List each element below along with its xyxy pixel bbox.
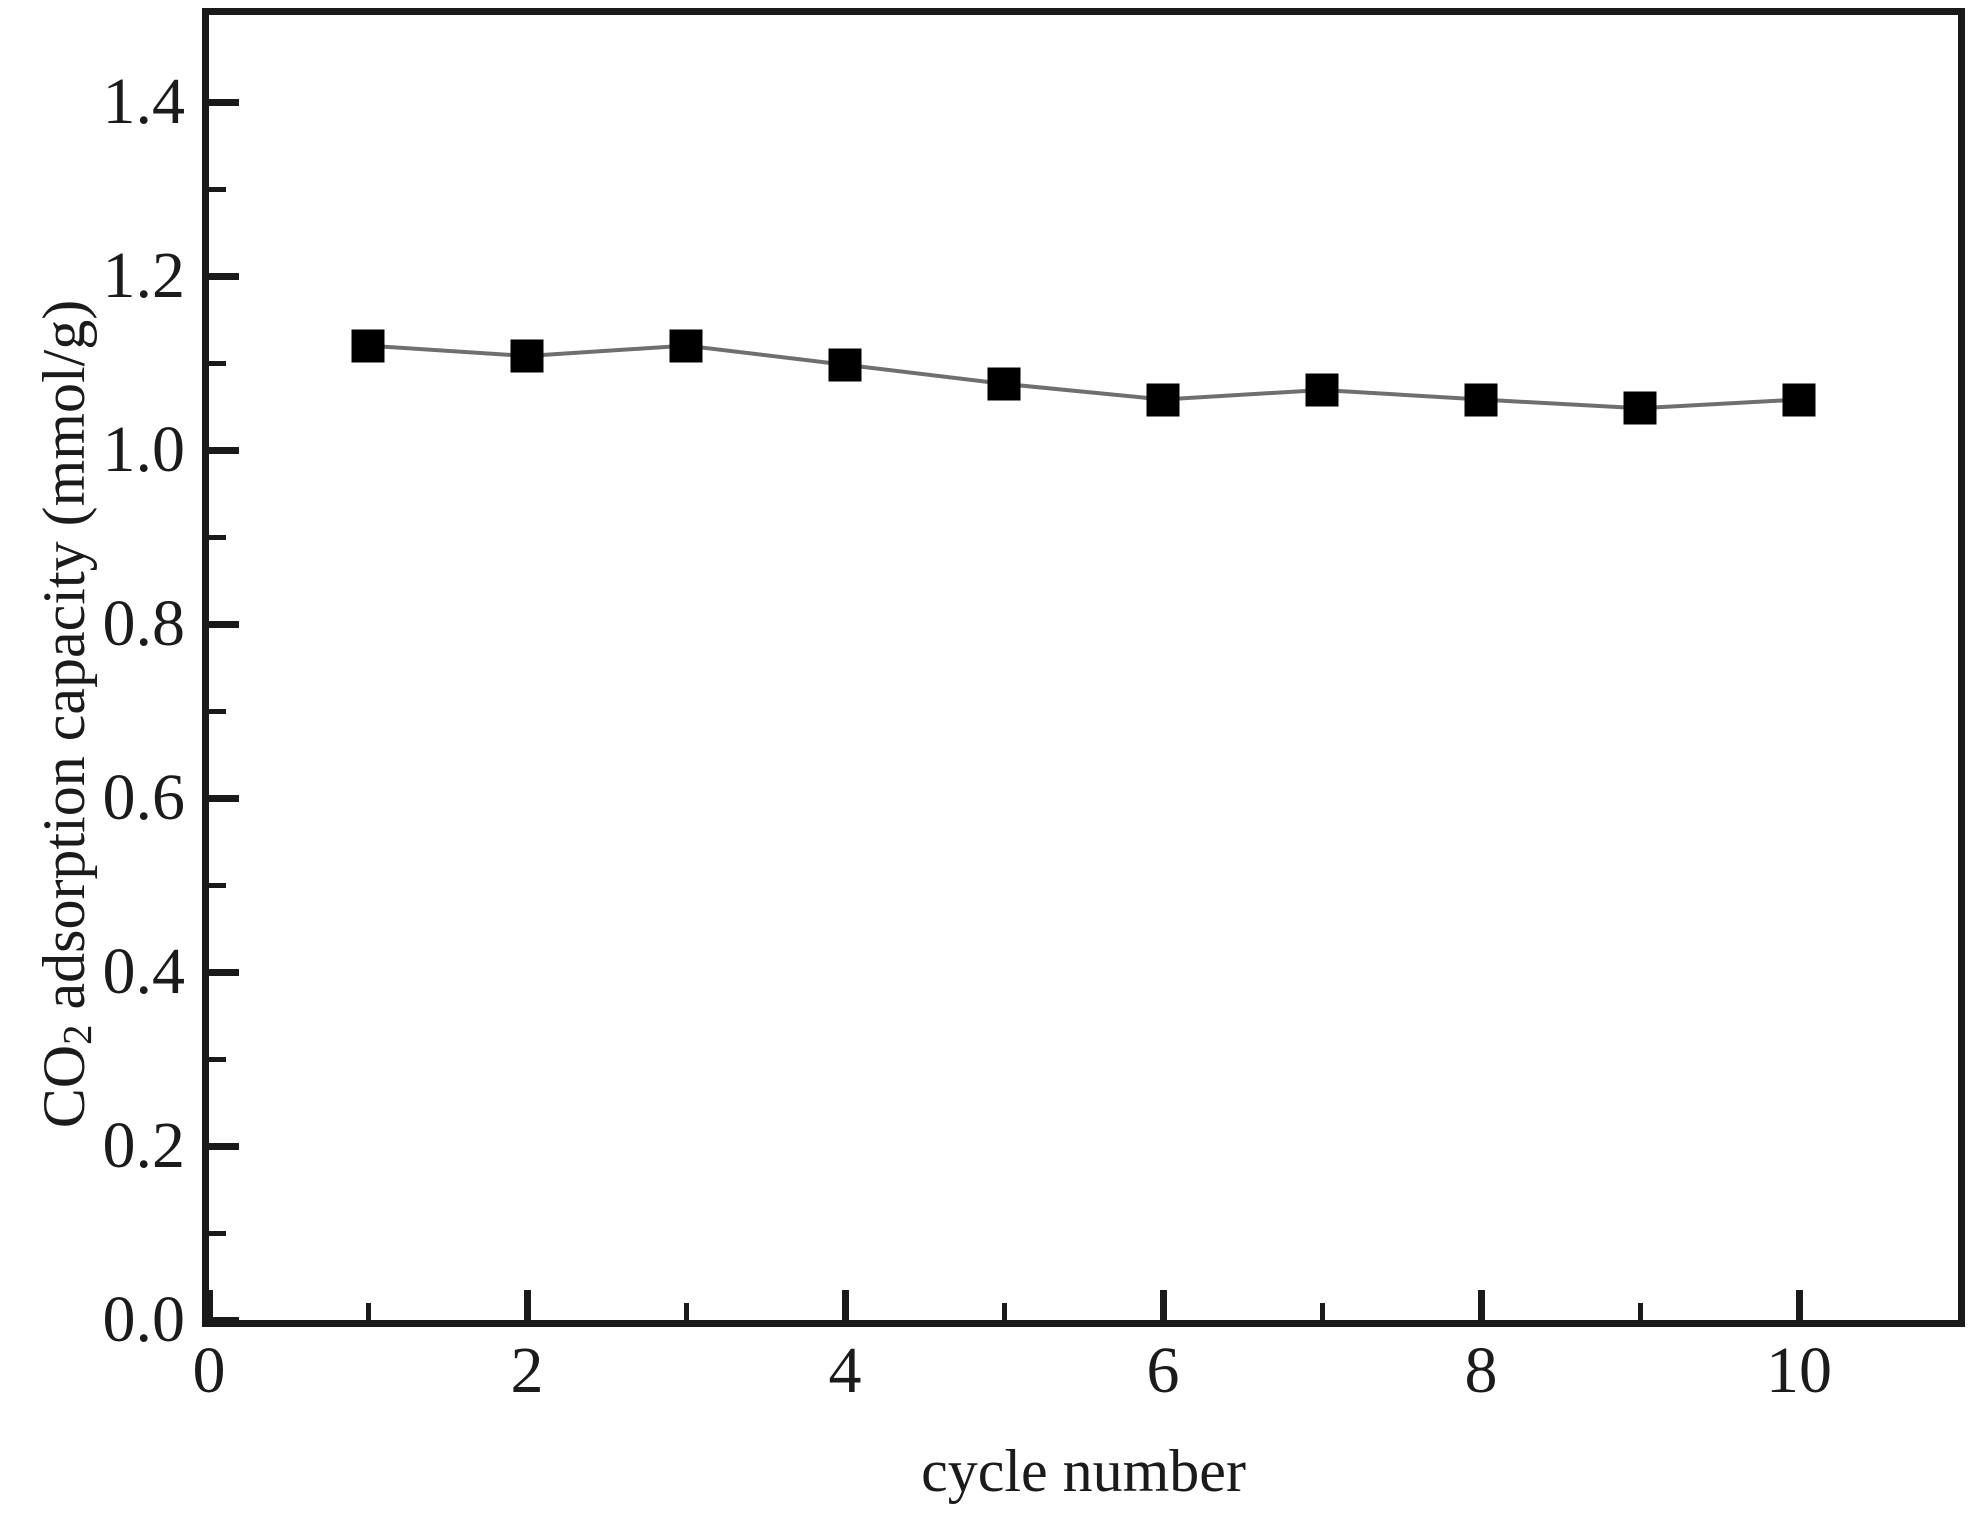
y-minor-tick (209, 882, 226, 888)
y-minor-tick (209, 708, 226, 714)
plot-area (202, 8, 1965, 1327)
data-point-marker (510, 339, 544, 373)
y-tick-label: 0.2 (102, 1109, 186, 1182)
y-tick-label: 0.4 (102, 935, 186, 1008)
data-point-marker (1782, 383, 1816, 417)
x-major-tick (1795, 1290, 1803, 1320)
data-point-marker (1623, 391, 1657, 425)
x-tick-label: 4 (828, 1334, 862, 1407)
y-tick-label: 0.0 (102, 1283, 186, 1356)
data-point-marker (1305, 373, 1339, 407)
x-major-tick (205, 1290, 213, 1320)
y-minor-tick (209, 186, 226, 192)
y-tick-label: 0.6 (102, 761, 186, 834)
x-minor-tick (683, 1303, 689, 1320)
x-tick-labels: 0 2 4 6 8 10 (193, 1334, 1958, 1418)
y-minor-tick (209, 360, 226, 366)
data-point-marker (1464, 383, 1498, 417)
y-tick-label: 1.0 (102, 413, 186, 486)
data-point-marker (669, 329, 703, 363)
x-major-tick (841, 1290, 849, 1320)
y-major-tick (209, 968, 239, 976)
y-major-tick (209, 272, 239, 280)
x-tick-label: 6 (1146, 1334, 1180, 1407)
y-major-tick (209, 620, 239, 628)
data-point-marker (1146, 383, 1180, 417)
y-major-tick (209, 1316, 239, 1324)
y-tick-label: 1.2 (102, 239, 186, 312)
x-major-tick (1159, 1290, 1167, 1320)
series-polyline (367, 343, 1800, 411)
x-minor-tick (1319, 1303, 1325, 1320)
y-minor-tick (209, 534, 226, 540)
y-major-tick (209, 794, 239, 802)
x-major-tick (1477, 1290, 1485, 1320)
x-tick-label: 0 (192, 1334, 226, 1407)
x-tick-label: 2 (510, 1334, 544, 1407)
y-minor-tick (209, 1230, 226, 1236)
x-minor-tick (1001, 1303, 1007, 1320)
data-point-marker (351, 329, 385, 363)
data-point-marker (987, 367, 1021, 401)
y-tick-labels: 0.0 0.2 0.4 0.6 0.8 1.0 1.2 1.4 (0, 15, 186, 1353)
y-major-tick (209, 1142, 239, 1150)
x-minor-tick (1637, 1303, 1643, 1320)
y-major-tick (209, 446, 239, 454)
x-axis-title: cycle number (921, 1438, 1246, 1504)
data-point-marker (828, 348, 862, 382)
x-major-tick (523, 1290, 531, 1320)
x-tick-label: 10 (1766, 1334, 1832, 1407)
series-line (367, 343, 1800, 411)
y-major-tick (209, 98, 239, 106)
x-tick-label: 8 (1464, 1334, 1498, 1407)
y-tick-label: 1.4 (102, 65, 186, 138)
x-minor-tick (365, 1303, 371, 1320)
y-minor-tick (209, 1056, 226, 1062)
y-tick-label: 0.8 (102, 587, 186, 660)
